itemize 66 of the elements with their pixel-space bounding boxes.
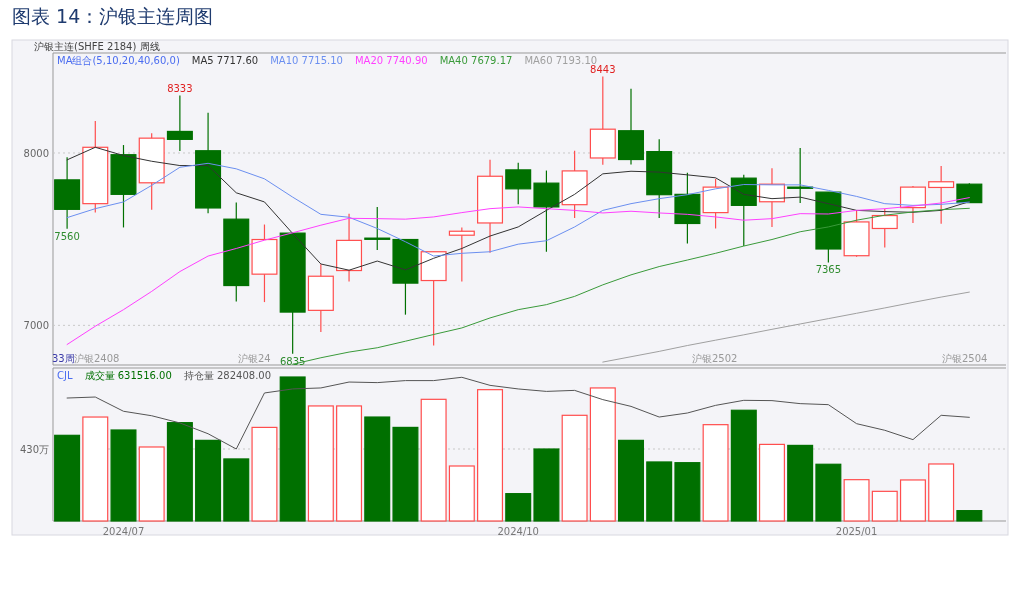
bar [730, 409, 757, 522]
bar [279, 376, 306, 522]
x-tick-label: 2024/07 [102, 526, 145, 537]
annotation: 8443 [590, 63, 616, 75]
bar [758, 443, 785, 522]
bar [899, 479, 926, 522]
bar [392, 426, 419, 522]
text: MA40 7679.17 [439, 55, 513, 66]
bar [815, 463, 842, 522]
bar [166, 422, 193, 522]
bar [223, 458, 250, 522]
legend-title: CJL [57, 370, 73, 381]
y-tick-label: 8000 [23, 147, 49, 159]
bar [561, 414, 588, 522]
text: 周线 [140, 41, 160, 52]
bar [646, 461, 673, 522]
bar [674, 462, 701, 522]
bar [843, 479, 870, 522]
text: MA10 7715.10 [270, 55, 343, 66]
bar [702, 424, 729, 522]
legend-title: MA组合(5,10,20,40,60,0) [57, 55, 180, 66]
ref-line-label: 430万 [19, 444, 49, 455]
candlestick [928, 165, 955, 225]
candlestick [364, 206, 391, 251]
annotation: 沪银2504 [942, 353, 988, 364]
annotation: 6835 [279, 355, 306, 367]
series-label: 持仓量 282408.00 [183, 370, 272, 381]
annotation: 沪银24 [238, 353, 271, 364]
bar [787, 444, 814, 522]
bar [618, 439, 645, 522]
bar [251, 426, 278, 522]
annotation: 7365 [815, 264, 842, 276]
y-tick-label: 7000 [23, 320, 49, 332]
candlestick [166, 94, 193, 152]
bar [110, 429, 137, 522]
bar [448, 465, 475, 522]
annotation: 33周 [52, 353, 75, 364]
annotation: 沪银2408 [74, 353, 120, 364]
x-tick-label: 2025/01 [835, 526, 878, 537]
annotation: 8333 [167, 82, 193, 94]
candlestick [787, 147, 814, 204]
text: MA60 7193.10 [524, 55, 598, 66]
candlestick [448, 226, 475, 283]
bar [54, 434, 81, 522]
bar [871, 490, 898, 522]
bar [956, 510, 983, 522]
text: 成交量 631516.00 [84, 370, 172, 381]
bar [138, 446, 165, 522]
x-tick-label: 2024/10 [497, 526, 539, 537]
bar [364, 416, 391, 522]
bar [477, 389, 504, 522]
bar [82, 416, 109, 522]
text: MA5 7717.60 [191, 55, 259, 66]
chart-title: 图表 14：沪银主连周图 [12, 5, 214, 27]
bar [928, 463, 955, 522]
bar [307, 405, 334, 522]
bar [420, 398, 447, 522]
bar [589, 387, 616, 522]
bar [195, 439, 222, 522]
annotation: 沪银2502 [692, 353, 738, 364]
bar [505, 493, 532, 522]
text: MA20 7740.90 [354, 55, 428, 66]
bar [533, 448, 560, 522]
bar [336, 405, 363, 522]
annotation: 7560 [54, 230, 80, 242]
chart-subtitle: 沪银主连(SHFE 2184) [34, 41, 137, 52]
